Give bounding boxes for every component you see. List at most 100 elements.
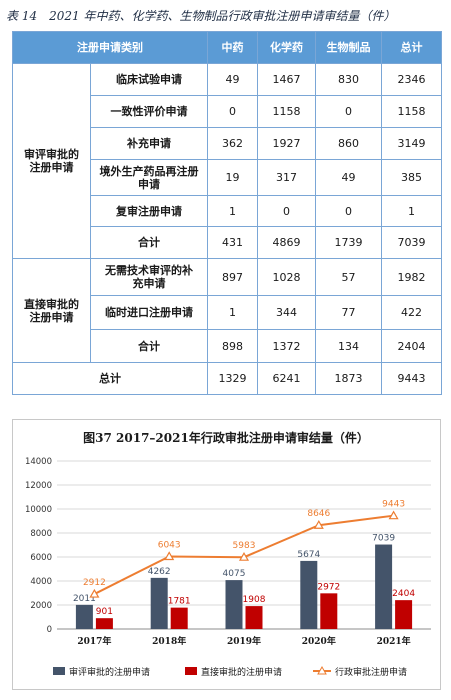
table-cell: 344 — [257, 295, 316, 330]
y-tick-label: 8000 — [30, 529, 52, 539]
table-cell: 3149 — [381, 127, 442, 160]
chart-panel: 图37 2017–2021年行政审批注册申请审结量（件） 0 2000 4000 600… — [12, 419, 441, 690]
table-cell: 1 — [207, 195, 258, 227]
legend-label: 行政审批注册申请 — [335, 666, 407, 678]
table-cell: 1873 — [315, 362, 382, 395]
y-tick-label: 12000 — [25, 481, 52, 491]
table-cell: 49 — [315, 159, 382, 196]
line-point — [164, 551, 175, 561]
group-label-review: 审评审批的注册申请 — [12, 63, 91, 259]
bar-direct — [395, 600, 413, 629]
data-label: 1781 — [168, 597, 191, 607]
table-row: 临时进口注册申请 1 344 77 422 — [13, 295, 442, 330]
legend-label: 审评审批的注册申请 — [69, 666, 150, 678]
table-cell: 1158 — [257, 95, 316, 128]
x-tick-label: 2019年 — [227, 635, 261, 647]
y-tick-label: 4000 — [30, 577, 52, 587]
table-cell: 1158 — [381, 95, 442, 128]
data-label: 901 — [96, 607, 113, 617]
data-label: 1908 — [243, 595, 266, 605]
row-label: 临床试验申请 — [90, 63, 208, 96]
line-data-label: 2912 — [83, 578, 106, 588]
line-point — [238, 551, 250, 561]
bar-review — [75, 604, 93, 629]
table-header-row: 注册申请类别 中药 化学药 生物制品 总计 — [12, 31, 442, 64]
table-cell: 6241 — [257, 362, 316, 395]
table-cell: 0 — [257, 195, 316, 227]
legend-label: 直接审批的注册申请 — [201, 666, 282, 678]
line-point — [89, 588, 100, 598]
bar-direct — [170, 607, 188, 629]
table-cell: 0 — [315, 195, 382, 227]
legend-marker — [317, 665, 327, 675]
table-cell: 830 — [315, 63, 382, 96]
data-label: 7039 — [372, 534, 395, 544]
line-data-label: 8646 — [307, 509, 330, 519]
row-label: 合计 — [90, 329, 208, 363]
table-row: 合计 431 4869 1739 7039 — [13, 226, 442, 259]
table-cell: 1467 — [257, 63, 316, 96]
table-row: 合计 898 1372 134 2404 — [13, 329, 442, 363]
legend-swatch — [185, 667, 197, 675]
table-cell: 385 — [381, 159, 442, 196]
bar-review — [375, 544, 393, 629]
table-cell: 2346 — [381, 63, 442, 96]
row-label: 临时进口注册申请 — [90, 295, 208, 330]
row-label: 补充申请 — [90, 127, 208, 160]
table-cell: 9443 — [381, 362, 442, 395]
table-cell: 1 — [381, 195, 442, 227]
header-tcm: 中药 — [207, 31, 258, 64]
table-cell: 1 — [207, 295, 258, 330]
data-label: 5674 — [297, 550, 320, 560]
group-label-direct: 直接审批的注册申请 — [12, 258, 91, 363]
data-label: 2011 — [73, 594, 96, 604]
table-row: 一致性评价申请 0 1158 0 1158 — [13, 95, 442, 128]
table-cell: 0 — [207, 95, 258, 128]
table-cell: 49 — [207, 63, 258, 96]
chart: 图37 2017–2021年行政审批注册申请审结量（件） 0 2000 4000 600… — [25, 430, 431, 678]
row-label: 境外生产药品再注册申请 — [90, 159, 208, 196]
table-row: 补充申请 362 1927 860 3149 — [13, 127, 442, 160]
table-cell: 2404 — [381, 329, 442, 363]
chart-title: 图37 2017–2021年行政审批注册申请审结量（件） — [83, 430, 369, 445]
table-cell: 1028 — [257, 258, 316, 296]
table-caption: 表 14 2021 年中药、化学药、生物制品行政审批注册申请审结量（件） — [6, 9, 396, 23]
table-cell: 19 — [207, 159, 258, 196]
y-tick-label: 14000 — [25, 457, 52, 467]
row-label: 合计 — [90, 226, 208, 259]
header-chemical: 化学药 — [257, 31, 316, 64]
line-data-label: 9443 — [382, 500, 405, 510]
data-label: 2972 — [317, 582, 340, 592]
bar-direct — [95, 618, 113, 629]
total-label: 总计 — [12, 362, 208, 395]
y-tick-label: 2000 — [30, 601, 52, 611]
table-cell: 77 — [315, 295, 382, 330]
x-tick-label: 2020年 — [302, 635, 336, 647]
table-cell: 7039 — [381, 226, 442, 259]
line-point — [388, 510, 399, 520]
bar-review — [225, 580, 243, 629]
table-cell: 134 — [315, 329, 382, 363]
bar-review — [150, 577, 168, 629]
x-tick-label: 2021年 — [377, 635, 411, 647]
table-cell: 422 — [381, 295, 442, 330]
header-category: 注册申请类别 — [12, 31, 208, 64]
table-cell: 362 — [207, 127, 258, 160]
table-cell: 57 — [315, 258, 382, 296]
table-cell: 0 — [315, 95, 382, 128]
table-row: 审评审批的注册申请 临床试验申请 49 1467 830 2346 — [12, 63, 442, 259]
line-point — [313, 520, 324, 529]
table-cell: 1982 — [381, 258, 442, 296]
row-label: 复审注册申请 — [90, 195, 208, 227]
table-cell: 898 — [207, 329, 258, 363]
table-row: 直接审批的注册申请 无需技术审评的补充申请 897 1028 57 1982 — [12, 258, 442, 363]
data-label: 2404 — [392, 589, 415, 599]
line-data-label: 5983 — [233, 541, 256, 551]
row-label: 无需技术审评的补充申请 — [90, 258, 208, 296]
table-cell: 1329 — [207, 362, 258, 395]
row-label: 一致性评价申请 — [90, 95, 208, 128]
table-total-row: 总计 1329 6241 1873 9443 — [12, 362, 442, 395]
x-tick-label: 2018年 — [152, 635, 186, 647]
x-tick-label: 2017年 — [77, 635, 111, 647]
table-cell: 860 — [315, 127, 382, 160]
